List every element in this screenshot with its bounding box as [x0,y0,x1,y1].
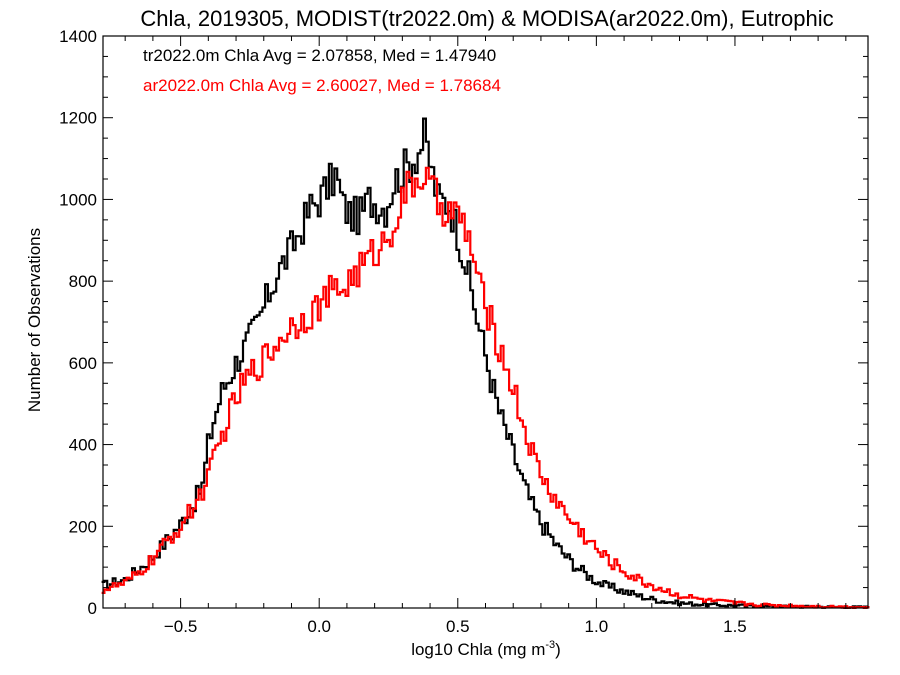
y-tick-label: 800 [69,272,97,291]
y-tick-label: 400 [69,436,97,455]
plot-area: −0.5 0.0 0.5 1.0 1.5 0 200 400 600 800 1000 1200 140… [59,27,870,636]
legend-entry-tr2022-0m: tr2022.0m Chla Avg = 2.07858, Med = 1.47… [143,46,496,65]
x-axis-label-superscript: -3 [545,639,555,651]
plot-frame [102,35,869,609]
y-tick-label: 1400 [59,27,97,46]
y-tick-label: 600 [69,354,97,373]
x-axis-label: log10 Chla (mg m-3) [411,639,561,659]
x-tick-label: 1.0 [585,617,609,636]
x-tick-label: 0.5 [446,617,470,636]
x-tick-label: 0.0 [307,617,331,636]
legend-entry-ar2022-0m: ar2022.0m Chla Avg = 2.60027, Med = 1.78… [143,76,501,95]
chart-title: Chla, 2019305, MODIST(tr2022.0m) & MODIS… [140,6,833,31]
y-tick-label: 1200 [59,109,97,128]
y-tick-label: 200 [69,517,97,536]
y-tick-label: 0 [88,599,97,618]
x-tick-label: −0.5 [164,617,198,636]
y-axis-label: Number of Observations [25,228,44,412]
x-tick-label: 1.5 [723,617,747,636]
x-axis-label-main: log10 Chla (mg m [411,640,545,659]
y-tick-label: 1000 [59,190,97,209]
x-axis-label-close: ) [555,640,561,659]
series-ar2022-0m-line [101,166,870,609]
series-tr2022-0m-line [101,117,870,609]
